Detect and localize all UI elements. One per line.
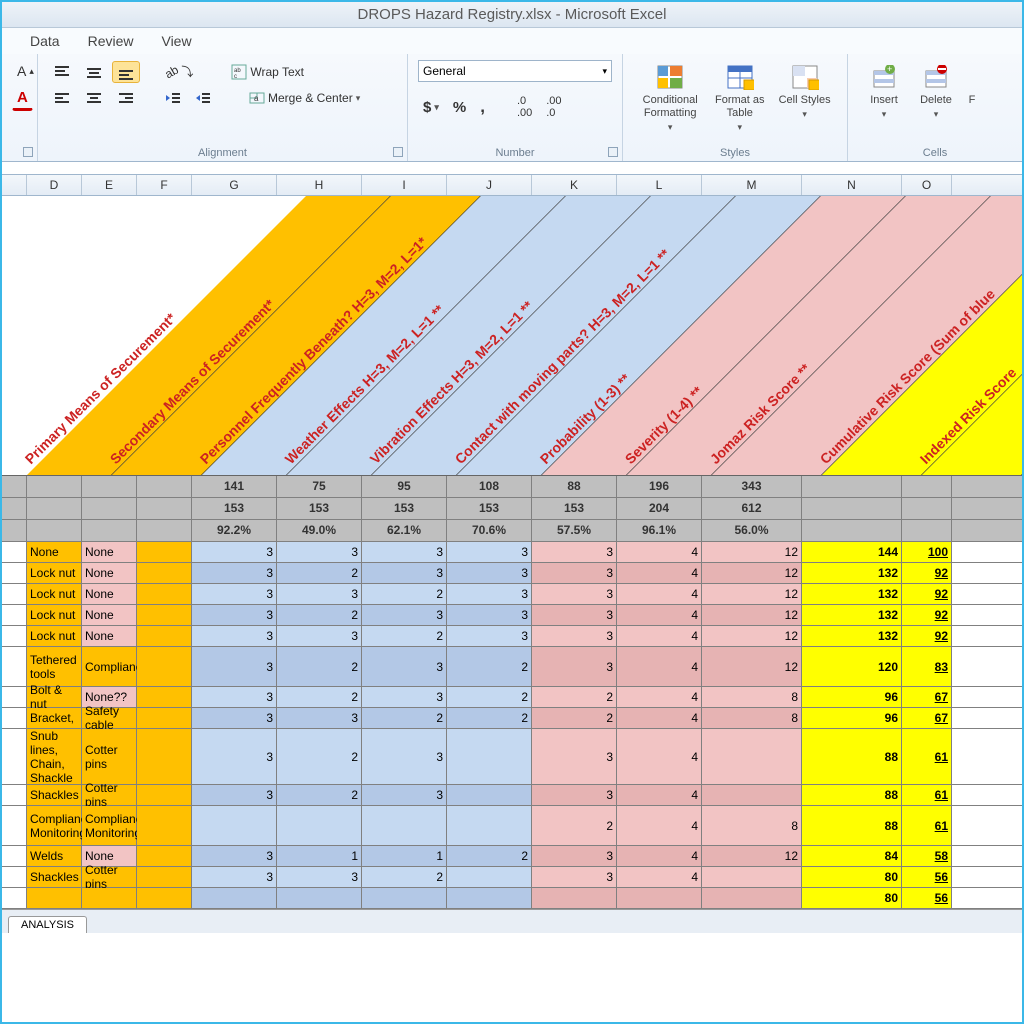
wrap-text-label: Wrap Text <box>250 65 304 79</box>
svg-text:+: + <box>887 65 892 74</box>
menu-data[interactable]: Data <box>30 33 60 49</box>
data-row[interactable]: Lock nutNone3323341213292 <box>2 584 1022 605</box>
diagonal-headers: Primary Means of Securement*Secondary Me… <box>2 196 1022 476</box>
align-bottom-button[interactable] <box>112 61 140 83</box>
font-group: A▴ A <box>2 54 38 161</box>
insert-button[interactable]: + Insert <box>858 60 910 120</box>
data-row[interactable]: Lock nutNone3233341213292 <box>2 605 1022 626</box>
data-row[interactable]: Lock nutNone3233341213292 <box>2 563 1022 584</box>
col-header-O[interactable]: O <box>902 175 952 195</box>
merge-label: Merge & Center <box>268 91 353 105</box>
data-row[interactable]: Lock nutNone3323341213292 <box>2 626 1022 647</box>
decrease-indent-button[interactable] <box>160 87 186 109</box>
align-middle-button[interactable] <box>80 61 108 83</box>
font-color-button[interactable]: A <box>12 86 33 111</box>
col-header-J[interactable]: J <box>447 175 532 195</box>
window-title: DROPS Hazard Registry.xlsx - Microsoft E… <box>358 6 667 23</box>
number-format-select[interactable]: General▾ <box>418 60 612 82</box>
percent-button[interactable]: % <box>448 96 471 119</box>
number-format-value: General <box>423 64 466 78</box>
cell-styles-icon <box>790 62 820 92</box>
data-row[interactable]: Bracket,Safety cable33222489667 <box>2 708 1022 729</box>
data-rows: NoneNone33333412144100Lock nutNone323334… <box>2 542 1022 909</box>
column-headers: DEFGHIJKLMNO <box>2 174 1022 196</box>
svg-text:c: c <box>234 74 237 80</box>
comma-button[interactable]: , <box>475 94 490 120</box>
delete-icon <box>921 62 951 92</box>
font-dialog-launcher[interactable] <box>23 147 33 157</box>
data-row[interactable]: Snub lines, Chain, ShackleCotter pins323… <box>2 729 1022 785</box>
menu-review[interactable]: Review <box>88 33 134 49</box>
data-row[interactable]: ShacklesCotter pins332348056 <box>2 867 1022 888</box>
data-row[interactable]: Tethered toolsCompliance3232341212083 <box>2 647 1022 687</box>
styles-group: Conditional Formatting Format as Table C… <box>623 54 848 161</box>
summary-row: 153153153153153204612 <box>2 498 1022 520</box>
increase-decimal-button[interactable]: .0.00 <box>512 92 537 122</box>
col-header-H[interactable]: H <box>277 175 362 195</box>
number-group: General▾ $ % , .0.00 .00.0 Number <box>408 54 623 161</box>
format-as-table-button[interactable]: Format as Table <box>707 60 772 133</box>
col-header-E[interactable]: E <box>82 175 137 195</box>
data-row[interactable]: Compliance, MonitoringCompliance, Monito… <box>2 806 1022 846</box>
col-header-I[interactable]: I <box>362 175 447 195</box>
decrease-decimal-button[interactable]: .00.0 <box>541 92 566 122</box>
summary-row: 141759510888196343 <box>2 476 1022 498</box>
insert-icon: + <box>869 62 899 92</box>
increase-indent-button[interactable] <box>190 87 216 109</box>
data-row[interactable]: 8056 <box>2 888 1022 909</box>
col-header-K[interactable]: K <box>532 175 617 195</box>
col-header-D[interactable]: D <box>27 175 82 195</box>
alignment-group: ab⤵ abcWrap Text a Merge & Center Alignme… <box>38 54 408 161</box>
data-row[interactable]: WeldsNone311234128458 <box>2 846 1022 867</box>
conditional-formatting-button[interactable]: Conditional Formatting <box>633 60 707 133</box>
menu-row: Data Review View <box>2 28 1022 54</box>
styles-label: Styles <box>623 147 847 159</box>
format-icon <box>957 62 987 92</box>
align-right-button[interactable] <box>112 87 140 109</box>
wrap-text-icon: abc <box>231 64 247 80</box>
align-top-button[interactable] <box>48 61 76 83</box>
col-header-M[interactable]: M <box>702 175 802 195</box>
conditional-formatting-icon <box>655 62 685 92</box>
summary-rows: 1417595108881963431531531531531532046129… <box>2 476 1022 542</box>
currency-button[interactable]: $ <box>418 96 444 119</box>
ribbon: A▴ A ab⤵ abcWrap Text a Merge & Center Al… <box>2 54 1022 162</box>
alignment-label: Alignment <box>38 147 407 159</box>
increase-font-button[interactable]: A▴ <box>12 60 39 82</box>
cells-label: Cells <box>848 147 1022 159</box>
col-header-N[interactable]: N <box>802 175 902 195</box>
number-label: Number <box>408 147 622 159</box>
align-center-button[interactable] <box>80 87 108 109</box>
col-header-G[interactable]: G <box>192 175 277 195</box>
alignment-dialog-launcher[interactable] <box>393 147 403 157</box>
data-row[interactable]: NoneNone33333412144100 <box>2 542 1022 563</box>
delete-button[interactable]: Delete <box>910 60 962 120</box>
orientation-button[interactable]: ab⤵ <box>160 60 198 83</box>
number-dialog-launcher[interactable] <box>608 147 618 157</box>
summary-row: 92.2%49.0%62.1%70.6%57.5%96.1%56.0% <box>2 520 1022 542</box>
data-row[interactable]: ShacklesCotter pins323348861 <box>2 785 1022 806</box>
format-table-icon <box>725 62 755 92</box>
merge-center-button[interactable]: a Merge & Center <box>244 87 365 109</box>
cell-styles-button[interactable]: Cell Styles <box>772 60 837 133</box>
sheet-tabs: ANALYSIS <box>2 909 1022 933</box>
menu-view[interactable]: View <box>161 33 191 49</box>
merge-icon: a <box>249 90 265 106</box>
col-header-F[interactable]: F <box>137 175 192 195</box>
data-row[interactable]: Bolt & nutNone??32322489667 <box>2 687 1022 708</box>
format-button[interactable]: F <box>962 60 982 120</box>
svg-text:a: a <box>254 94 259 103</box>
cells-group: + Insert Delete F Cells <box>848 54 1022 161</box>
align-left-button[interactable] <box>48 87 76 109</box>
title-bar: DROPS Hazard Registry.xlsx - Microsoft E… <box>2 2 1022 28</box>
sheet-tab-analysis[interactable]: ANALYSIS <box>8 916 87 933</box>
col-header-L[interactable]: L <box>617 175 702 195</box>
wrap-text-button[interactable]: abcWrap Text <box>226 61 309 83</box>
